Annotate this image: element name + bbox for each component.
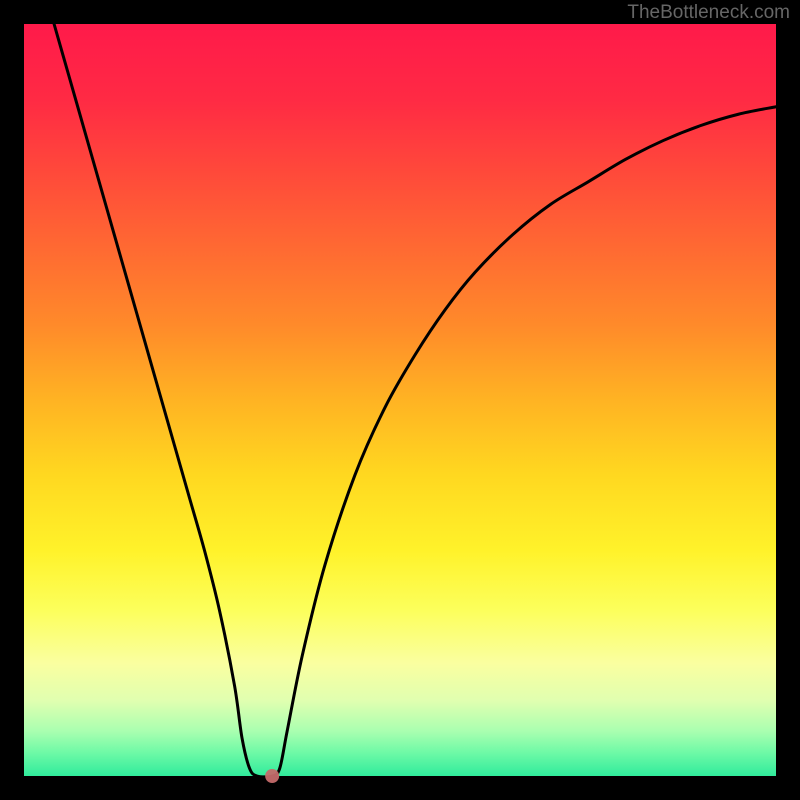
chart-container: TheBottleneck.com <box>0 0 800 800</box>
watermark-text: TheBottleneck.com <box>627 2 790 24</box>
bottleneck-chart <box>0 0 800 800</box>
